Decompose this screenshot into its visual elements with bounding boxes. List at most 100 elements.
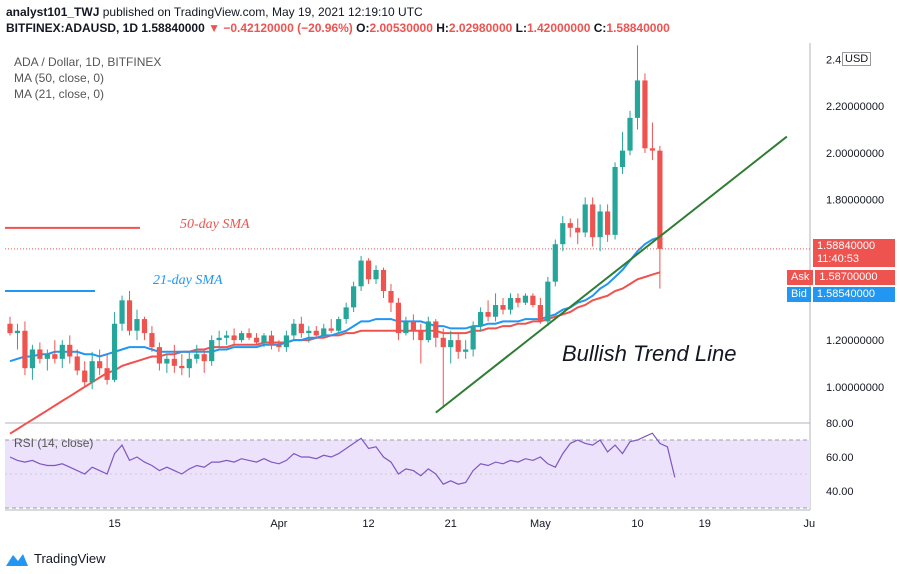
candle	[336, 316, 342, 334]
candle-body	[351, 286, 357, 308]
candle-body	[306, 330, 312, 334]
candle-body	[605, 211, 611, 235]
candle	[156, 342, 162, 371]
candle-body	[74, 356, 80, 371]
candle	[403, 316, 409, 336]
candle	[209, 335, 215, 366]
candle	[575, 218, 581, 245]
candle-body	[425, 321, 431, 341]
close-label: C:	[593, 21, 607, 35]
candle	[89, 351, 95, 390]
candle-body	[403, 321, 409, 334]
candle-body	[478, 312, 484, 327]
date-tick-label: Apr	[270, 518, 287, 530]
close-value: 1.58840000	[606, 21, 670, 35]
candle-body	[37, 349, 43, 359]
rsi-tick-label: 40.00	[826, 486, 854, 498]
candle-body	[470, 326, 476, 350]
candle	[246, 328, 252, 341]
candle	[642, 73, 648, 153]
candle-body	[410, 321, 416, 331]
candle-body	[44, 354, 50, 359]
high-label: H:	[436, 21, 449, 35]
candle	[171, 344, 177, 373]
candle-body	[433, 321, 439, 338]
candle-body	[358, 260, 364, 287]
candle-body	[343, 307, 349, 320]
candle-body	[268, 335, 275, 345]
symbol-label: BITFINEX:ADAUSD, 1D	[6, 21, 139, 35]
low-label: L:	[515, 21, 527, 35]
candle-body	[291, 323, 297, 336]
candle-body	[67, 344, 73, 357]
candle-body	[194, 354, 200, 359]
candle	[343, 302, 349, 324]
candle	[418, 323, 424, 364]
candle	[201, 349, 207, 373]
candle	[433, 319, 439, 348]
price-tick-label: 1.20000000	[826, 335, 884, 347]
candle-body	[590, 204, 596, 238]
candle	[268, 330, 275, 350]
ma21-line	[9, 236, 661, 363]
candle	[7, 316, 13, 336]
currency-label[interactable]: USD	[842, 52, 872, 66]
candle	[627, 110, 633, 156]
candle-body	[597, 211, 603, 238]
candle-body	[253, 337, 260, 343]
candle	[537, 298, 543, 324]
candle-body	[186, 358, 192, 369]
tradingview-logo[interactable]: TradingView	[6, 551, 106, 566]
candle-body	[649, 148, 656, 151]
candle-body	[530, 295, 536, 306]
candle	[82, 361, 88, 387]
legend-title: ADA / Dollar, 1D, BITFINEX	[14, 55, 162, 69]
candle	[74, 349, 80, 376]
candle-body	[575, 227, 581, 233]
candle	[44, 349, 50, 371]
candle-body	[7, 323, 13, 334]
candle	[37, 342, 43, 364]
ma50-line	[9, 271, 661, 435]
moving-average-lines	[5, 226, 810, 485]
candle	[530, 293, 536, 308]
candle-body	[515, 298, 521, 303]
candle-body	[463, 349, 469, 352]
candle-body	[336, 319, 342, 331]
candle-body	[492, 305, 499, 317]
date-tick-label: 10	[631, 518, 643, 530]
candle	[455, 333, 461, 359]
candle-body	[388, 290, 394, 303]
candle-body	[111, 323, 118, 380]
down-arrow-icon: ▼	[208, 21, 220, 35]
candle-body	[209, 340, 215, 362]
candle	[485, 300, 491, 322]
candle	[351, 281, 357, 313]
candle	[22, 321, 28, 376]
candle-body	[276, 344, 282, 348]
publish-info: published on TradingView.com, May 19, 20…	[102, 5, 423, 19]
candle	[515, 293, 521, 308]
candle	[619, 131, 626, 175]
candle	[440, 328, 446, 408]
low-value: 1.42000000	[526, 21, 591, 35]
rsi-line	[9, 432, 676, 485]
candle-body	[126, 300, 133, 331]
candle	[224, 330, 230, 345]
date-tick-label: 12	[362, 518, 374, 530]
price-tick-label: 2.00000000	[826, 148, 884, 160]
candle-body	[52, 354, 58, 359]
bid-value: 1.58540000	[812, 287, 895, 302]
author-name[interactable]: analyst101_TWJ	[6, 5, 100, 19]
tradingview-icon	[6, 553, 28, 566]
ask-value: 1.58700000	[815, 270, 895, 285]
candle	[104, 354, 110, 385]
trendline-annotation: Bullish Trend Line	[562, 341, 737, 366]
candle	[67, 335, 73, 364]
candle	[231, 328, 237, 345]
candle	[194, 344, 200, 364]
candle-body	[642, 80, 648, 149]
legend-rsi: RSI (14, close)	[14, 436, 94, 450]
candle-body	[567, 223, 573, 228]
date-tick-label: Ju	[803, 518, 815, 530]
